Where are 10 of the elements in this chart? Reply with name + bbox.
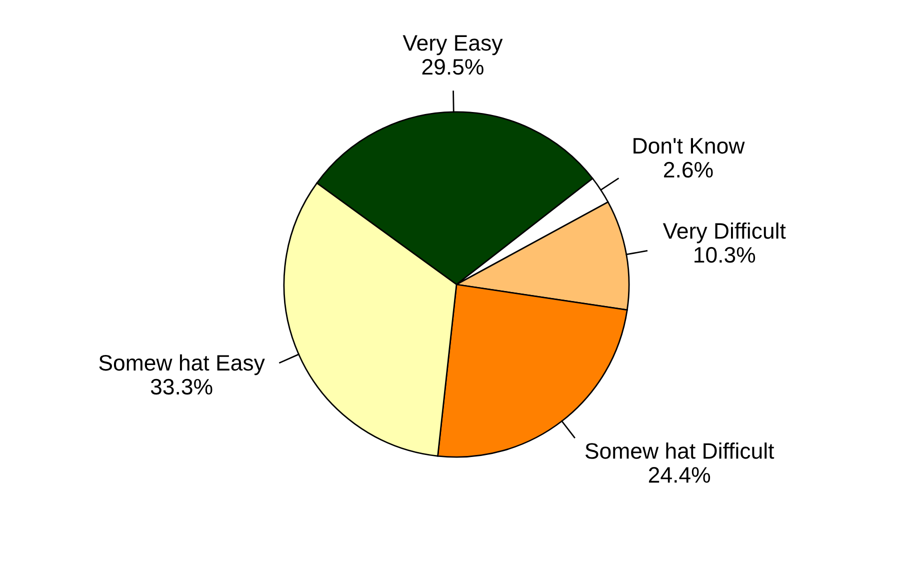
data-label: 2.6%	[664, 162, 713, 178]
slice-label: Somew hat Difficult	[585, 442, 774, 459]
slice-label: Very Difficult	[662, 222, 786, 244]
data-label: 29.5%	[422, 58, 484, 75]
data-label: 10.3%	[694, 247, 756, 263]
slice-label: Very Easy	[402, 35, 503, 56]
slice-label: Don't Know	[634, 138, 745, 154]
slice-label: Somew hat Easy	[99, 354, 265, 376]
data-label: 33.3%	[150, 378, 212, 395]
data-label: 24.4%	[648, 467, 710, 483]
